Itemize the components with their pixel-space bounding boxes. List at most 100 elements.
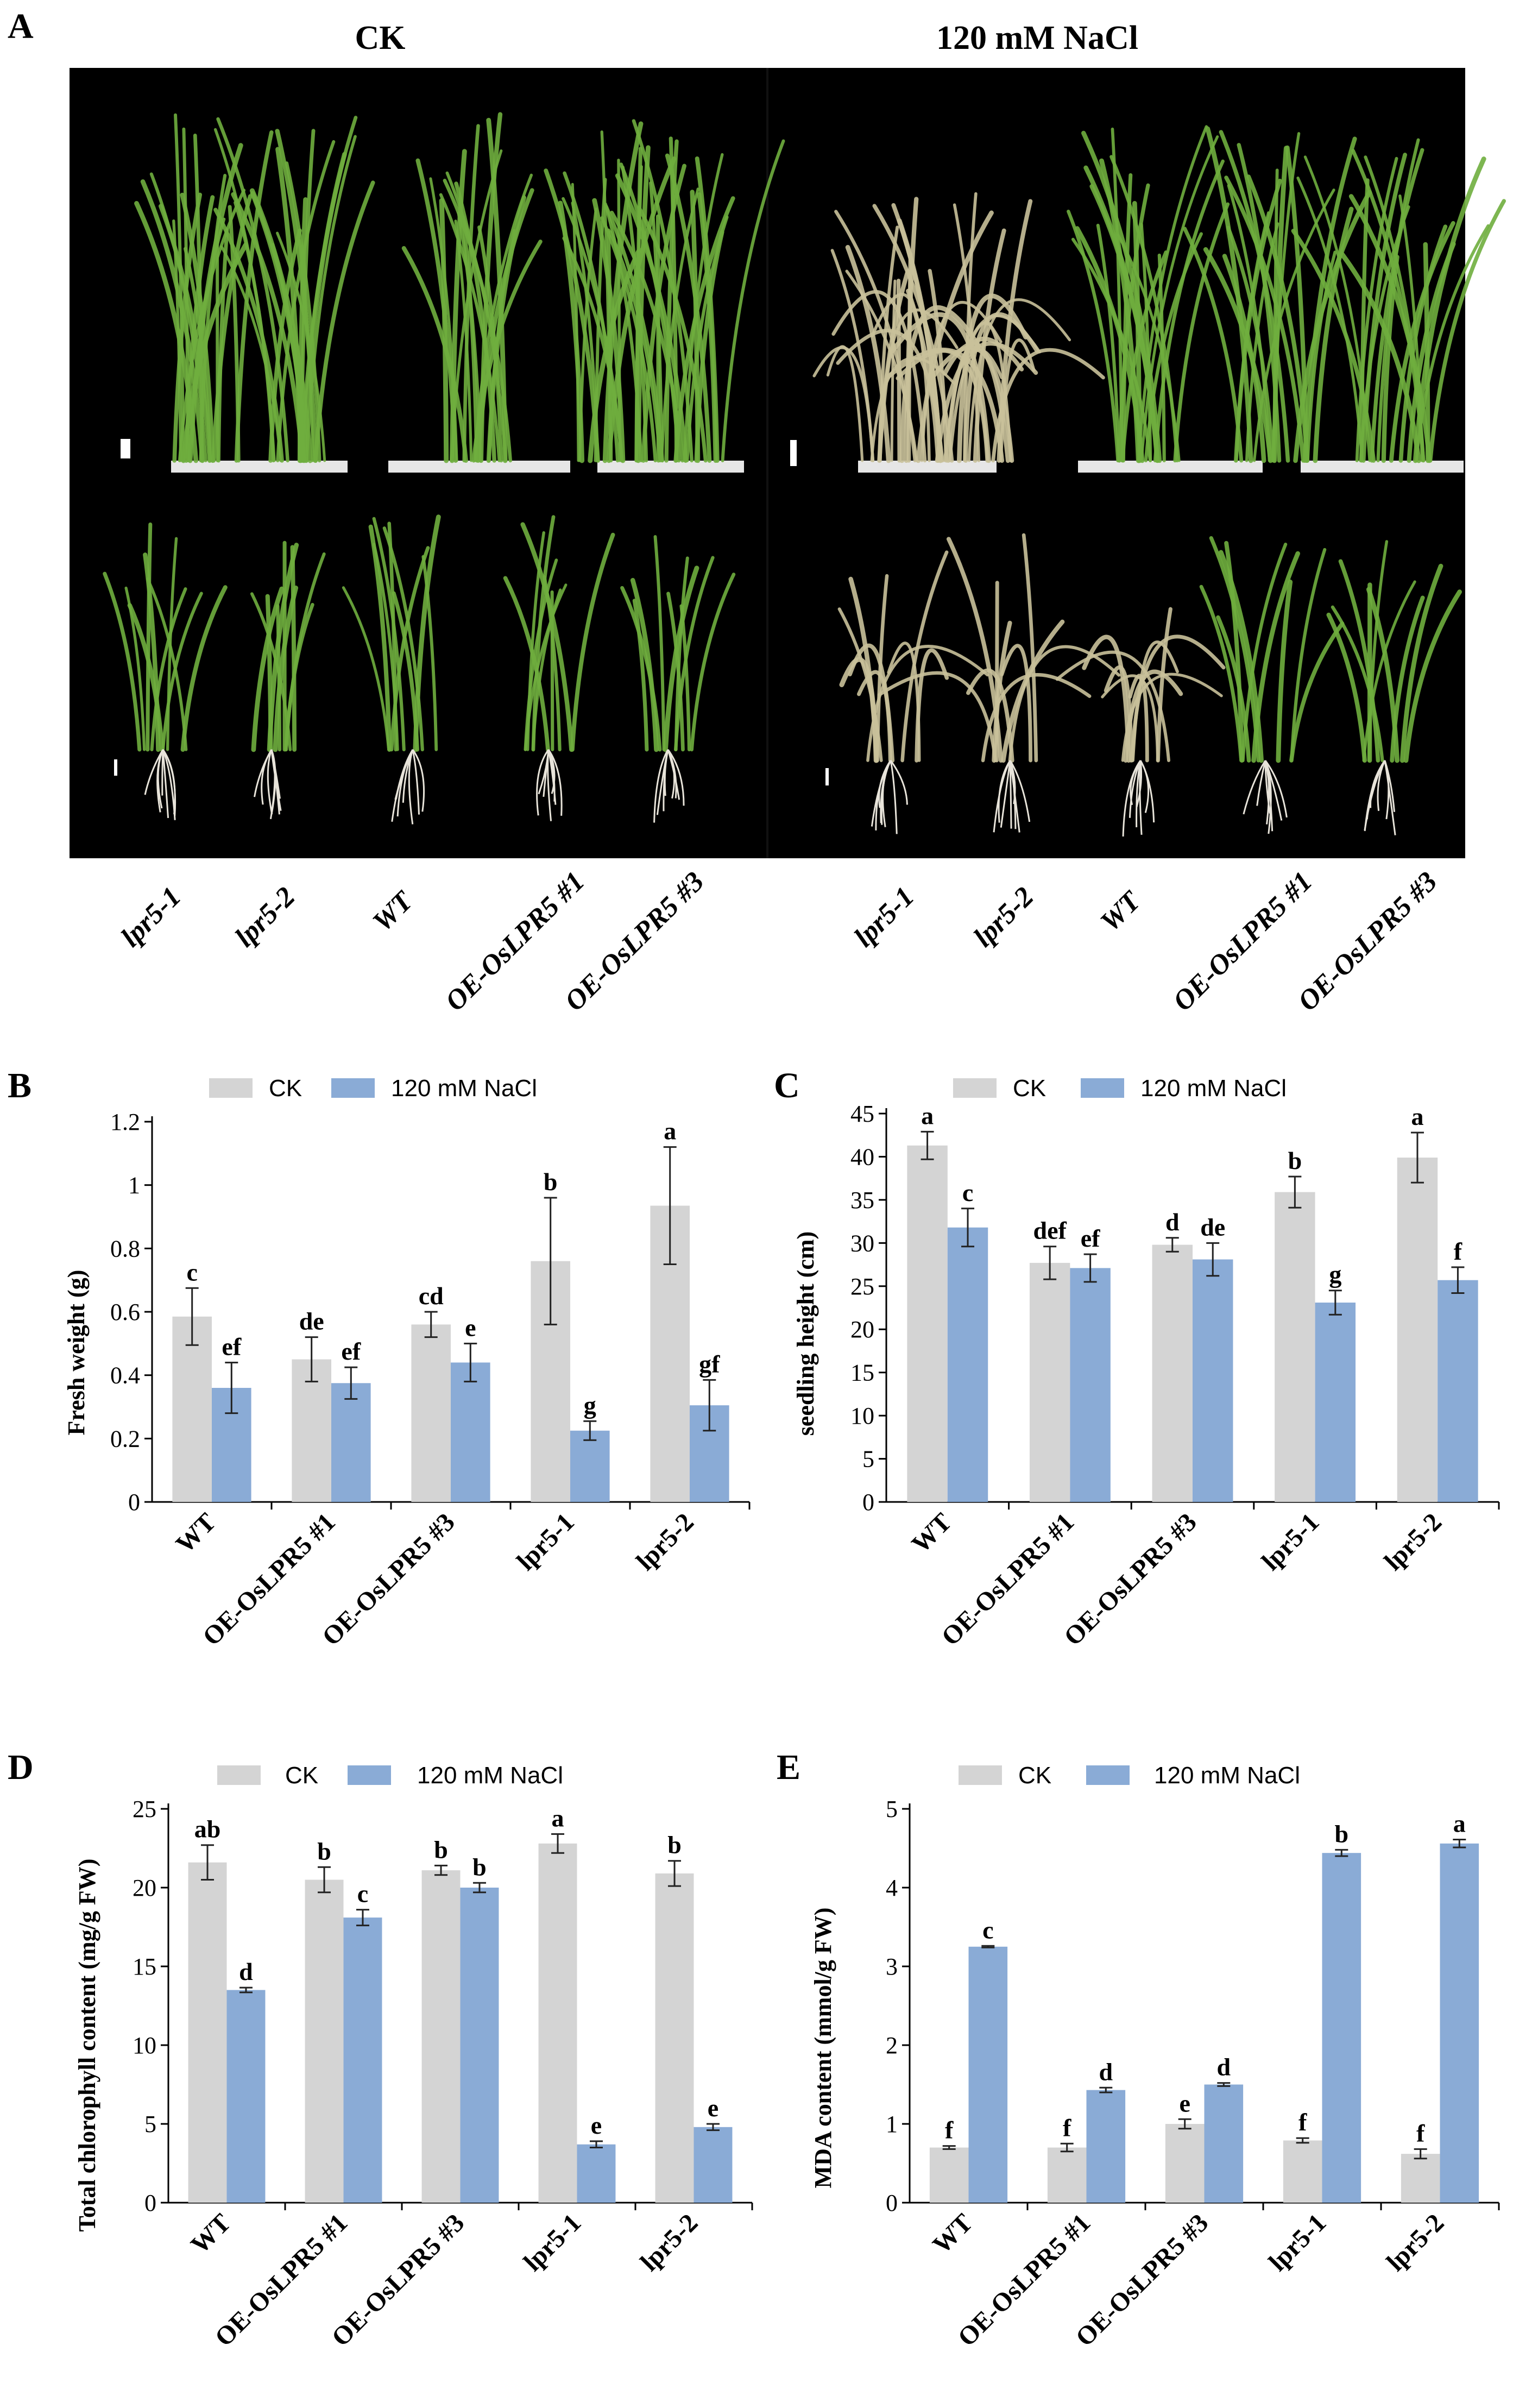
- bar-ck: [411, 1324, 451, 1502]
- scale-bar: [121, 439, 130, 458]
- bar-ck: [907, 1145, 948, 1502]
- error-bar: [663, 1146, 677, 1265]
- error-bar: [1060, 2142, 1074, 2153]
- bar-nacl: [947, 1227, 988, 1502]
- error-bar: [344, 1366, 358, 1400]
- x-category-label: WT: [171, 1507, 222, 1558]
- condition-title-ck: CK: [355, 20, 406, 56]
- bar-nacl: [460, 1888, 499, 2203]
- bar-ck: [188, 1862, 227, 2203]
- x-category-label: lpr5-2: [635, 2208, 703, 2277]
- panel-letter-e: E: [777, 1747, 800, 1787]
- bar-ck: [1029, 1262, 1070, 1502]
- root-cluster: [1122, 760, 1155, 837]
- error-bar: [1335, 1849, 1348, 1857]
- y-tick-label: 1.2: [110, 1109, 140, 1135]
- significance-letter: f: [1416, 2119, 1425, 2147]
- legend-label-nacl: 120 mM NaCl: [391, 1075, 537, 1102]
- error-bar: [225, 1361, 238, 1414]
- significance-letter: a: [552, 1804, 564, 1832]
- error-bar: [942, 2145, 956, 2150]
- significance-letter: ef: [341, 1337, 361, 1365]
- significance-letter: b: [472, 1853, 487, 1881]
- genotype-label: lpr5-1: [115, 881, 187, 953]
- genotype-label: WT: [1095, 885, 1148, 938]
- significance-letter: de: [299, 1307, 324, 1335]
- bar-ck: [1275, 1192, 1315, 1502]
- genotype-label: WT: [367, 885, 420, 938]
- bar-nacl: [331, 1383, 371, 1502]
- significance-letter: d: [1217, 2053, 1231, 2081]
- y-tick-label: 3: [886, 1953, 898, 1980]
- significance-letter: f: [945, 2116, 954, 2144]
- significance-letter: d: [239, 1958, 253, 1985]
- y-axis-label: seedling height (cm): [792, 1231, 819, 1436]
- error-bar: [305, 1336, 318, 1382]
- seedling-cluster: [1326, 540, 1462, 763]
- significance-letter: ef: [1081, 1224, 1100, 1252]
- chart-b: B CK 120 mM NaCl Fresh weight (g) 0 0.2 0.…: [8, 1066, 751, 1651]
- y-tick-label: 1: [128, 1172, 140, 1199]
- error-bar: [464, 1342, 477, 1382]
- significance-letter: f: [1063, 2114, 1071, 2141]
- seedling-cluster: [620, 535, 736, 752]
- y-tick-label: 30: [850, 1230, 874, 1256]
- bar-nacl: [694, 2127, 733, 2203]
- genotype-label: lpr5-1: [848, 881, 920, 953]
- y-tick-label: 0.8: [110, 1235, 140, 1262]
- seedling-cluster: [837, 550, 989, 763]
- legend-label-ck: CK: [1018, 1762, 1051, 1789]
- root-cluster: [254, 749, 282, 819]
- photo-panel: A CK 120 mM NaCl lpr5-1 lpr5-2 WT OE-OsL…: [8, 7, 1506, 1017]
- bar-nacl: [343, 1917, 382, 2203]
- x-category-label: WT: [906, 1507, 957, 1558]
- y-tick-label: 1: [886, 2111, 898, 2137]
- panel-letter-a: A: [8, 7, 34, 46]
- legend-e: CK 120 mM NaCl: [959, 1762, 1300, 1789]
- significance-letter: cd: [419, 1282, 444, 1310]
- significance-letter: a: [1411, 1103, 1423, 1130]
- legend-swatch-nacl: [1086, 1765, 1130, 1785]
- seedling-cluster: [134, 113, 274, 463]
- y-tick-label: 10: [850, 1403, 874, 1429]
- x-category-label: lpr5-2: [1381, 2208, 1449, 2277]
- error-bar: [356, 1909, 369, 1927]
- error-bar: [318, 1866, 331, 1894]
- significance-letter: g: [584, 1391, 596, 1419]
- significance-letter: e: [708, 2094, 718, 2122]
- error-bar: [1414, 2148, 1427, 2160]
- condition-title-nacl: 120 mM NaCl: [936, 20, 1138, 56]
- y-tick-label: 0: [144, 2190, 156, 2216]
- significance-letter: f: [1454, 1237, 1462, 1265]
- chart-d: D CK 120 mM NaCl Total chlorophyll conte…: [8, 1747, 753, 2352]
- bar-ck: [1165, 2124, 1205, 2203]
- legend-swatch-nacl: [1081, 1078, 1124, 1098]
- legend-swatch-nacl: [348, 1765, 391, 1785]
- panel-letter-c: C: [774, 1066, 800, 1105]
- legend-swatch-ck: [217, 1765, 261, 1785]
- scale-bar: [114, 759, 117, 776]
- x-category-label: OE-OsLPR5 #3: [1058, 1507, 1202, 1651]
- bar-ck: [1397, 1158, 1438, 1502]
- bar-nacl: [1193, 1259, 1233, 1502]
- error-bar: [1328, 1290, 1342, 1316]
- y-axis-label: Total chlorophyll content (mg/g FW): [74, 1859, 100, 2232]
- seedling-cluster: [836, 192, 1105, 463]
- bar-ck: [1047, 2147, 1087, 2203]
- y-tick-label: 10: [133, 2032, 156, 2059]
- x-category-label: lpr5-1: [1263, 2208, 1332, 2277]
- significance-letter: c: [962, 1179, 973, 1206]
- seedling-cluster: [812, 197, 1003, 463]
- seedling-cluster: [213, 116, 375, 463]
- bar-nacl: [1204, 2084, 1244, 2203]
- legend-label-ck: CK: [1013, 1075, 1046, 1102]
- seedling-cluster: [103, 522, 228, 752]
- significance-letter: gf: [699, 1350, 720, 1378]
- error-bar: [434, 1864, 448, 1876]
- x-category-label: OE-OsLPR5 #1: [936, 1507, 1080, 1651]
- y-tick-label: 2: [886, 2032, 898, 2059]
- root-cluster: [1364, 760, 1396, 835]
